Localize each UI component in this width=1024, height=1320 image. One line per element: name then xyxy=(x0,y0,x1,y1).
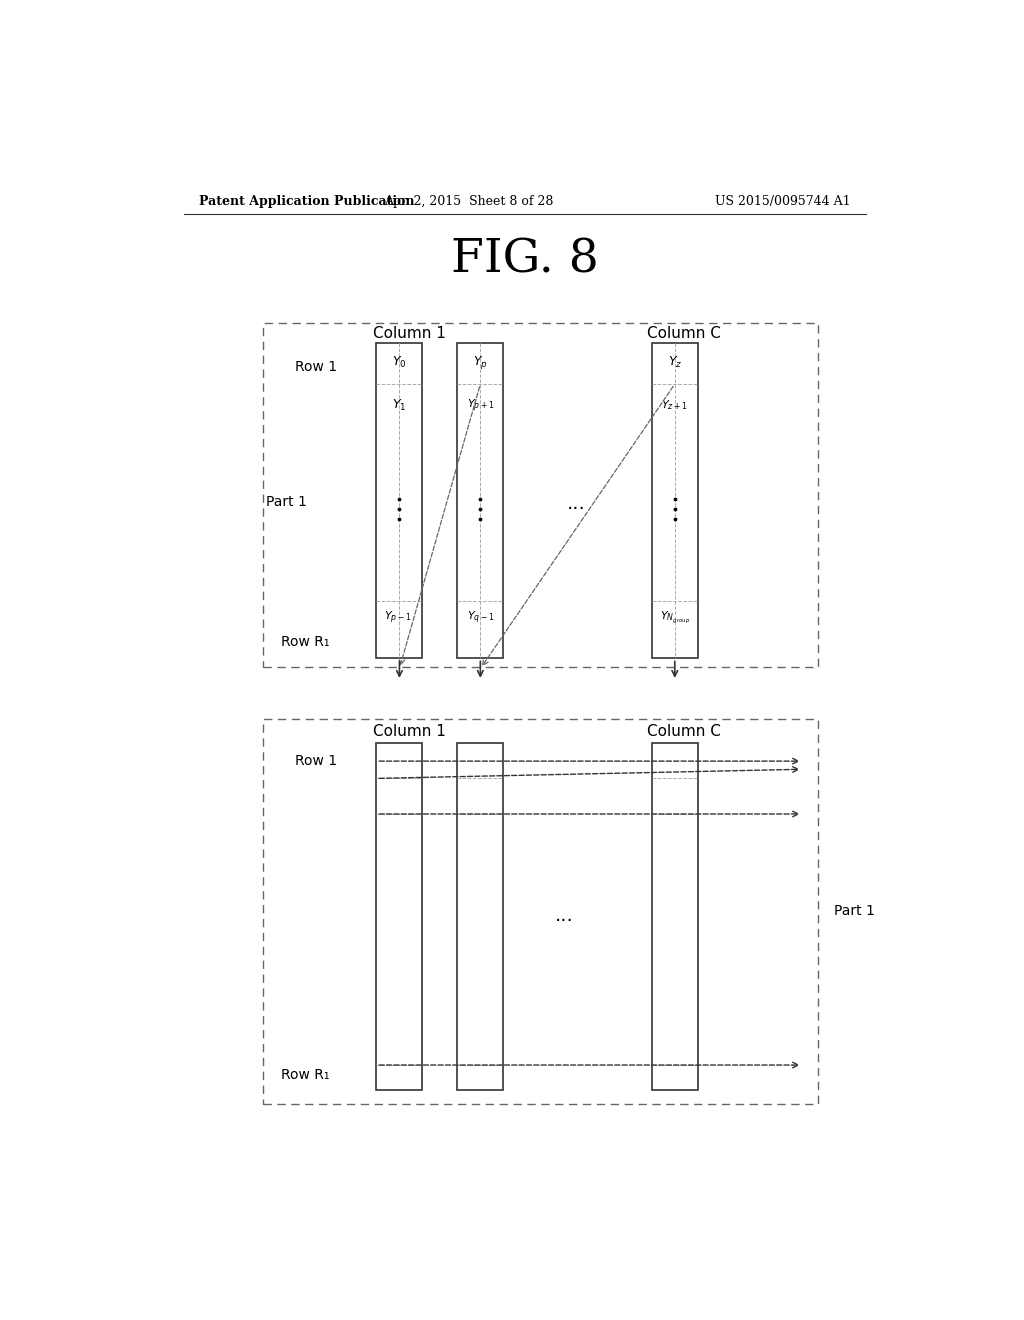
Text: $Y_z$: $Y_z$ xyxy=(668,355,682,370)
Text: Column 1: Column 1 xyxy=(374,725,446,739)
Text: $Y_{N_{group}}$: $Y_{N_{group}}$ xyxy=(659,610,690,626)
Text: Row 1: Row 1 xyxy=(295,754,337,768)
Text: $Y_0$: $Y_0$ xyxy=(392,355,407,370)
Text: Apr. 2, 2015  Sheet 8 of 28: Apr. 2, 2015 Sheet 8 of 28 xyxy=(385,194,554,207)
Polygon shape xyxy=(377,343,423,659)
Polygon shape xyxy=(377,743,423,1090)
Text: Row R₁: Row R₁ xyxy=(282,635,330,649)
Text: $Y_{p+1}$: $Y_{p+1}$ xyxy=(467,397,495,413)
Text: Row R₁: Row R₁ xyxy=(282,1068,330,1082)
Text: Column C: Column C xyxy=(646,326,721,341)
Text: $Y_{q-1}$: $Y_{q-1}$ xyxy=(467,610,495,626)
Text: $Y_{p-1}$: $Y_{p-1}$ xyxy=(384,610,412,626)
Text: FIG. 8: FIG. 8 xyxy=(451,238,599,282)
Polygon shape xyxy=(458,343,504,659)
Text: $Y_{z+1}$: $Y_{z+1}$ xyxy=(662,399,688,412)
Text: US 2015/0095744 A1: US 2015/0095744 A1 xyxy=(715,194,850,207)
Text: Column 1: Column 1 xyxy=(374,326,446,341)
Text: Row 1: Row 1 xyxy=(295,360,337,374)
Text: $Y_1$: $Y_1$ xyxy=(392,397,407,413)
Text: ...: ... xyxy=(567,495,586,513)
Polygon shape xyxy=(458,743,504,1090)
Text: Part 1: Part 1 xyxy=(266,495,307,510)
Text: Column C: Column C xyxy=(646,725,721,739)
Text: $Y_p$: $Y_p$ xyxy=(473,354,487,371)
Text: Part 1: Part 1 xyxy=(835,903,876,917)
Polygon shape xyxy=(652,343,697,659)
Polygon shape xyxy=(652,743,697,1090)
Text: Patent Application Publication: Patent Application Publication xyxy=(200,194,415,207)
Text: ...: ... xyxy=(555,906,573,925)
